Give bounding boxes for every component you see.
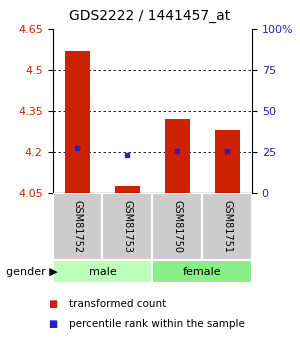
Bar	[202, 193, 252, 260]
Text: GDS2222 / 1441457_at: GDS2222 / 1441457_at	[69, 9, 231, 23]
Text: gender ▶: gender ▶	[6, 267, 58, 277]
Bar	[152, 260, 252, 283]
Bar	[52, 193, 102, 260]
Bar	[65, 51, 90, 193]
Text: GSM81753: GSM81753	[122, 200, 132, 253]
Text: ■: ■	[48, 299, 57, 308]
Text: percentile rank within the sample: percentile rank within the sample	[69, 319, 245, 329]
Text: transformed count: transformed count	[69, 299, 166, 308]
Bar	[102, 193, 152, 260]
Bar	[115, 186, 140, 193]
Text: ■: ■	[48, 319, 57, 329]
Bar	[152, 193, 202, 260]
Text: female: female	[183, 267, 221, 277]
Bar	[165, 119, 190, 193]
Bar	[52, 260, 152, 283]
Bar	[214, 130, 239, 193]
Text: male: male	[88, 267, 116, 277]
Text: GSM81752: GSM81752	[72, 200, 82, 253]
Text: GSM81751: GSM81751	[222, 200, 232, 253]
Text: GSM81750: GSM81750	[172, 200, 182, 253]
